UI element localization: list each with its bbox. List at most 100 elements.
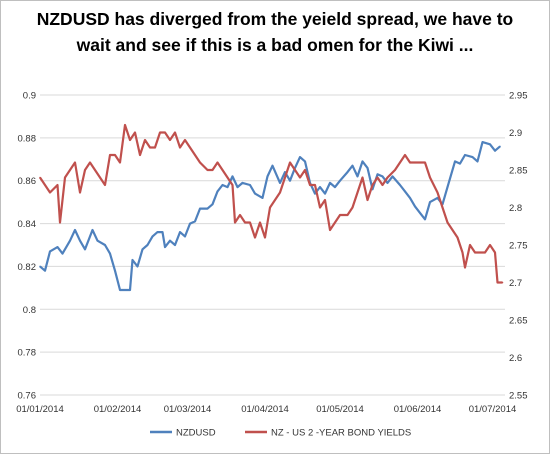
data-point xyxy=(231,175,234,178)
data-point xyxy=(451,229,454,231)
data-point xyxy=(226,176,229,179)
data-point xyxy=(289,161,291,164)
data-point xyxy=(361,160,364,163)
data-point xyxy=(114,269,116,272)
data-point xyxy=(194,220,196,223)
data-point xyxy=(39,176,41,179)
data-point xyxy=(394,169,396,171)
legend-label: NZ - US 2 -YEAR BOND YIELDS xyxy=(271,428,411,439)
data-point xyxy=(404,154,406,156)
data-point xyxy=(494,149,496,152)
legend-label: NZDUSD xyxy=(176,428,216,439)
series-layer xyxy=(39,123,504,292)
data-point xyxy=(231,184,234,186)
data-point xyxy=(454,160,456,163)
data-point xyxy=(476,160,479,163)
data-point xyxy=(104,244,106,246)
gridlines xyxy=(40,94,505,396)
data-point xyxy=(371,184,374,186)
data-point xyxy=(149,146,151,149)
data-point xyxy=(146,244,149,246)
data-point xyxy=(366,167,369,169)
data-point xyxy=(329,182,331,184)
data-point xyxy=(299,156,301,158)
data-point xyxy=(119,161,121,164)
series-line xyxy=(39,141,501,292)
data-point xyxy=(461,251,464,254)
data-point xyxy=(294,169,296,171)
data-point xyxy=(474,251,476,254)
data-point xyxy=(174,244,176,246)
data-point xyxy=(206,169,209,171)
right-tick-label: 2.95 xyxy=(509,91,528,102)
data-point xyxy=(351,206,354,209)
series-nzdusd xyxy=(39,141,501,292)
data-point xyxy=(356,175,359,178)
data-point xyxy=(494,251,496,254)
left-tick-label: 0.86 xyxy=(18,176,37,187)
data-point xyxy=(216,190,219,193)
data-point xyxy=(99,176,101,179)
data-point xyxy=(236,186,239,188)
data-point xyxy=(56,246,59,248)
data-point xyxy=(254,236,256,239)
data-point xyxy=(424,161,426,164)
data-point xyxy=(44,269,46,272)
data-point xyxy=(441,206,444,209)
series-yield-spread xyxy=(39,123,504,284)
data-point xyxy=(239,214,241,216)
data-point xyxy=(479,251,481,254)
right-tick-label: 2.7 xyxy=(509,278,522,289)
data-point xyxy=(259,221,261,224)
data-point xyxy=(309,184,311,186)
data-point xyxy=(436,191,439,194)
data-point xyxy=(119,289,121,291)
left-tick-label: 0.84 xyxy=(18,219,37,230)
data-point xyxy=(319,206,321,209)
data-point xyxy=(211,203,214,206)
data-point xyxy=(109,154,111,156)
data-point xyxy=(69,169,71,171)
data-point xyxy=(284,176,286,179)
data-point xyxy=(424,218,426,221)
data-point xyxy=(134,131,136,134)
data-point xyxy=(399,161,401,164)
data-point xyxy=(136,265,139,268)
data-point xyxy=(469,244,471,246)
data-point xyxy=(141,248,144,251)
data-point xyxy=(89,161,91,164)
left-tick-label: 0.78 xyxy=(18,348,37,359)
data-point xyxy=(471,156,474,158)
data-point xyxy=(446,186,449,188)
data-point xyxy=(49,191,51,194)
data-point xyxy=(409,197,411,199)
data-point xyxy=(44,184,46,186)
data-point xyxy=(131,259,134,261)
left-tick-label: 0.8 xyxy=(23,305,36,316)
data-point xyxy=(174,131,176,134)
data-point xyxy=(206,207,209,210)
data-point xyxy=(189,146,191,149)
data-point xyxy=(164,131,166,134)
data-point xyxy=(56,184,59,186)
data-point xyxy=(419,161,421,164)
data-point xyxy=(69,239,71,242)
left-tick-label: 0.88 xyxy=(18,133,37,144)
data-point xyxy=(329,229,331,231)
data-point xyxy=(254,192,256,195)
data-point xyxy=(159,131,161,134)
data-point xyxy=(199,161,201,164)
data-point xyxy=(234,221,236,224)
data-point xyxy=(179,146,181,149)
data-point xyxy=(169,239,171,242)
data-point xyxy=(334,221,336,224)
data-point xyxy=(241,182,244,184)
data-point xyxy=(184,235,186,238)
data-point xyxy=(179,231,181,233)
data-point xyxy=(489,143,491,146)
data-point xyxy=(304,160,306,163)
chart-title: NZDUSD has diverged from the yeield spre… xyxy=(36,9,514,55)
data-point xyxy=(324,199,326,201)
data-point xyxy=(156,231,159,233)
right-tick-label: 2.65 xyxy=(509,316,528,327)
